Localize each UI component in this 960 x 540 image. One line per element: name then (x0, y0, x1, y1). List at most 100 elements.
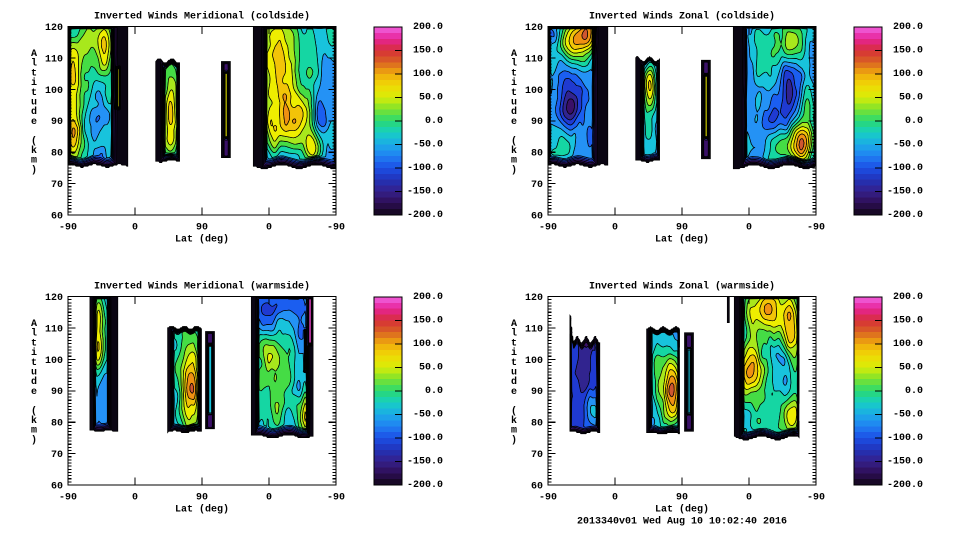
svg-text:80: 80 (531, 149, 543, 160)
svg-text:Inverted Winds Zonal (coldside: Inverted Winds Zonal (coldside) (589, 11, 775, 23)
svg-text:-100.0: -100.0 (887, 433, 923, 444)
svg-text:150.0: 150.0 (413, 316, 443, 327)
svg-text:120: 120 (525, 293, 543, 304)
svg-text:Inverted Winds Meridional (war: Inverted Winds Meridional (warmside) (94, 281, 310, 293)
svg-text:-90: -90 (327, 223, 345, 234)
svg-text:90: 90 (51, 117, 63, 128)
svg-text:e: e (511, 117, 517, 128)
svg-text:0: 0 (746, 223, 752, 234)
svg-text:50.0: 50.0 (419, 363, 443, 374)
svg-text:m: m (31, 156, 37, 167)
svg-text:A: A (511, 49, 517, 60)
svg-text:Lat (deg): Lat (deg) (655, 504, 709, 516)
svg-text:90: 90 (196, 223, 208, 234)
svg-text:150.0: 150.0 (413, 46, 443, 57)
svg-text:m: m (511, 426, 517, 437)
svg-text:0.0: 0.0 (905, 386, 923, 397)
svg-text:0: 0 (612, 493, 618, 504)
svg-text:200.0: 200.0 (893, 292, 923, 303)
svg-text:i: i (511, 347, 517, 359)
svg-text:k: k (511, 145, 517, 157)
svg-text:-200.0: -200.0 (887, 210, 923, 221)
svg-text:Lat (deg): Lat (deg) (655, 234, 709, 246)
svg-text:150.0: 150.0 (893, 316, 923, 327)
svg-text:100: 100 (525, 356, 543, 367)
svg-text:120: 120 (45, 293, 63, 304)
svg-text:200.0: 200.0 (893, 22, 923, 33)
svg-text:2013340v01 Wed Aug 10 10:02:40: 2013340v01 Wed Aug 10 10:02:40 2016 (577, 516, 787, 528)
svg-text:70: 70 (531, 180, 543, 191)
svg-text:-200.0: -200.0 (887, 480, 923, 491)
svg-text:-150.0: -150.0 (887, 457, 923, 468)
svg-text:50.0: 50.0 (419, 93, 443, 104)
svg-text:Inverted Winds Meridional (col: Inverted Winds Meridional (coldside) (94, 11, 310, 23)
svg-text:t: t (31, 68, 37, 79)
svg-text:k: k (511, 415, 517, 427)
svg-text:): ) (31, 434, 37, 446)
svg-text:l: l (511, 58, 517, 70)
svg-text:l: l (31, 58, 37, 70)
svg-text:-100.0: -100.0 (407, 163, 443, 174)
svg-text:-150.0: -150.0 (887, 187, 923, 198)
svg-text:90: 90 (51, 387, 63, 398)
svg-text:-150.0: -150.0 (407, 457, 443, 468)
svg-text:l: l (31, 328, 37, 340)
svg-text:A: A (511, 319, 517, 330)
svg-text:u: u (31, 368, 37, 379)
svg-text:i: i (511, 77, 517, 89)
svg-text:0: 0 (266, 223, 272, 234)
svg-text:(: ( (511, 405, 517, 417)
svg-text:t: t (511, 338, 517, 349)
svg-text:e: e (511, 387, 517, 398)
svg-text:0: 0 (132, 493, 138, 504)
svg-text:-90: -90 (59, 223, 77, 234)
svg-text:-90: -90 (807, 223, 825, 234)
svg-text:-90: -90 (59, 493, 77, 504)
svg-text:80: 80 (51, 149, 63, 160)
svg-text:80: 80 (531, 419, 543, 430)
svg-text:200.0: 200.0 (413, 292, 443, 303)
svg-text:-90: -90 (539, 223, 557, 234)
svg-text:d: d (31, 376, 37, 388)
svg-text:e: e (31, 117, 37, 128)
svg-text:0: 0 (266, 493, 272, 504)
svg-text:Lat (deg): Lat (deg) (175, 234, 229, 246)
svg-text:t: t (31, 88, 37, 99)
svg-text:m: m (31, 426, 37, 437)
svg-text:i: i (31, 347, 37, 359)
svg-text:100: 100 (45, 86, 63, 97)
svg-text:100.0: 100.0 (413, 339, 443, 350)
svg-text:0.0: 0.0 (425, 116, 443, 127)
svg-text:100.0: 100.0 (413, 69, 443, 80)
svg-text:70: 70 (531, 450, 543, 461)
svg-text:A: A (31, 319, 37, 330)
svg-text:l: l (511, 328, 517, 340)
svg-text:50.0: 50.0 (899, 93, 923, 104)
svg-text:-100.0: -100.0 (407, 433, 443, 444)
svg-text:50.0: 50.0 (899, 363, 923, 374)
svg-text:u: u (31, 98, 37, 109)
svg-text:k: k (31, 145, 37, 157)
svg-text:-90: -90 (327, 493, 345, 504)
svg-text:-200.0: -200.0 (407, 480, 443, 491)
svg-text:90: 90 (196, 493, 208, 504)
svg-text:90: 90 (676, 493, 688, 504)
svg-text:t: t (511, 358, 517, 369)
svg-text:100.0: 100.0 (893, 339, 923, 350)
svg-text:u: u (511, 368, 517, 379)
svg-text:110: 110 (45, 324, 63, 335)
svg-text:60: 60 (531, 212, 543, 223)
svg-text:t: t (31, 358, 37, 369)
svg-text:(: ( (31, 405, 37, 417)
svg-text:): ) (511, 434, 517, 446)
svg-text:200.0: 200.0 (413, 22, 443, 33)
svg-text:-200.0: -200.0 (407, 210, 443, 221)
svg-text:i: i (31, 77, 37, 89)
svg-text:100: 100 (525, 86, 543, 97)
svg-text:-50.0: -50.0 (413, 410, 443, 421)
svg-text:e: e (31, 387, 37, 398)
svg-text:-50.0: -50.0 (413, 140, 443, 151)
svg-text:-50.0: -50.0 (893, 410, 923, 421)
svg-text:m: m (511, 156, 517, 167)
svg-text:k: k (31, 415, 37, 427)
